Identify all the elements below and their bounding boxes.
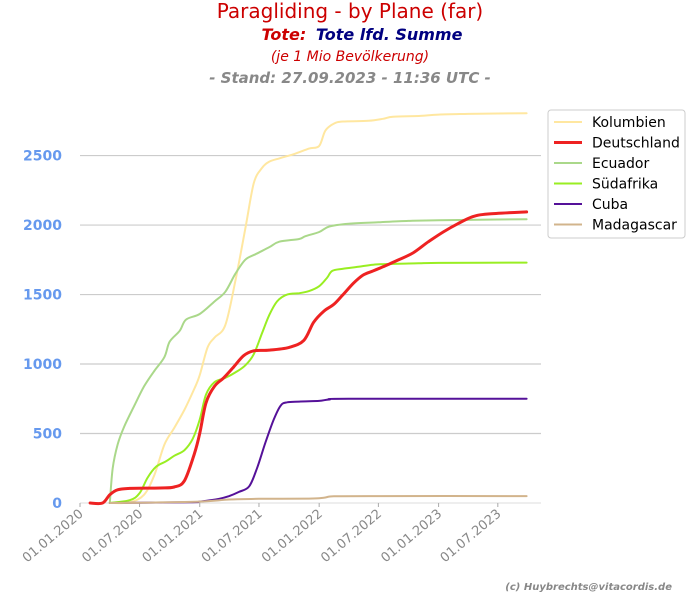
x-tick-labels: 01.01.202001.07.202001.01.202101.07.2021… (20, 507, 504, 566)
y-tick-label: 1500 (23, 288, 62, 304)
legend-label: Ecuador (592, 156, 649, 172)
x-tick-label: 01.01.2023 (378, 507, 445, 566)
legend-label: Deutschland (592, 136, 680, 152)
subtitle-main: Tote lfd. Summe (316, 25, 463, 44)
x-tick-label: 01.07.2022 (318, 507, 385, 566)
chart-note: (je 1 Mio Bevölkerung) (271, 49, 429, 65)
chart-title: Paragliding - by Plane (far) (217, 0, 483, 23)
legend-label: Kolumbien (592, 115, 666, 131)
x-tick-label: 01.01.2020 (20, 507, 87, 566)
series-line-madagascar (108, 495, 528, 504)
legend: Kolumbien Deutschland Ecuador Südafrika Cuba… (547, 109, 686, 239)
chart-subtitle: Tote: Tote lfd. Summe (262, 25, 463, 44)
x-tick-label: 01.07.2023 (438, 507, 505, 566)
series-line-deutschland (88, 210, 529, 506)
credit-text: (c) Huybrechts@vitacordis.de (505, 582, 672, 593)
subtitle-prefix: Tote: (262, 25, 307, 44)
grid-lines (80, 154, 541, 435)
series-line-kolumbien (108, 112, 528, 505)
series-line-cuba (108, 397, 528, 504)
series-line-s-dafrika (108, 261, 528, 504)
y-tick-label: 500 (33, 427, 62, 443)
x-tick-label: 01.07.2021 (199, 507, 266, 566)
y-tick-label: 2500 (23, 149, 62, 165)
legend-label: Südafrika (592, 177, 658, 193)
y-tick-label: 1000 (23, 357, 62, 373)
y-tick-label: 2000 (23, 218, 62, 234)
legend-label: Cuba (592, 197, 628, 213)
x-tick-label: 01.01.2021 (140, 507, 207, 566)
series-line-ecuador (108, 218, 528, 504)
chart-stand: - Stand: 27.09.2023 - 11:36 UTC - (209, 69, 491, 87)
series-lines (88, 112, 529, 506)
x-tick-label: 01.01.2022 (259, 507, 326, 566)
y-tick-labels: 0 500 1000 1500 2000 2500 (23, 149, 62, 512)
y-tick-label: 0 (52, 496, 62, 512)
legend-label: Madagascar (592, 218, 677, 234)
legend-box (547, 109, 686, 239)
x-tick-label: 01.07.2020 (79, 507, 146, 566)
